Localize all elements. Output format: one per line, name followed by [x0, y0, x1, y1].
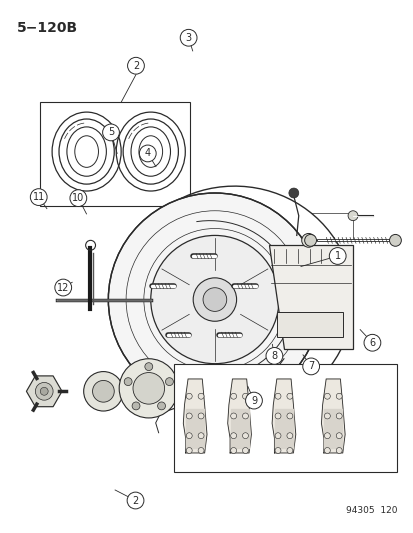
Text: 1: 1 [334, 251, 340, 261]
Circle shape [198, 448, 204, 454]
Circle shape [286, 433, 292, 439]
Circle shape [324, 413, 330, 419]
Circle shape [242, 433, 248, 439]
Circle shape [83, 372, 123, 411]
Circle shape [139, 145, 156, 162]
Circle shape [286, 448, 292, 454]
Polygon shape [274, 409, 292, 448]
Text: 7: 7 [307, 361, 313, 372]
Text: 8: 8 [271, 351, 277, 361]
Polygon shape [186, 409, 204, 448]
Polygon shape [320, 379, 344, 453]
Circle shape [180, 29, 197, 46]
Circle shape [324, 433, 330, 439]
Circle shape [245, 392, 262, 409]
Circle shape [242, 393, 248, 399]
Circle shape [186, 448, 192, 454]
Text: 11: 11 [33, 192, 45, 202]
Circle shape [145, 362, 152, 370]
Text: 2: 2 [133, 61, 139, 71]
Circle shape [347, 211, 357, 221]
Circle shape [302, 358, 319, 375]
Text: 6: 6 [368, 338, 375, 348]
Polygon shape [230, 409, 248, 448]
Circle shape [133, 373, 164, 404]
Bar [40, 102, 190, 206]
Circle shape [124, 378, 132, 385]
Circle shape [242, 448, 248, 454]
Polygon shape [227, 379, 251, 453]
Circle shape [119, 359, 178, 418]
Circle shape [55, 279, 71, 296]
Circle shape [324, 448, 330, 454]
Circle shape [274, 393, 280, 399]
Text: 12: 12 [57, 282, 69, 293]
Circle shape [198, 393, 204, 399]
Circle shape [335, 413, 341, 419]
Text: 94305  120: 94305 120 [345, 506, 396, 515]
Circle shape [127, 58, 144, 74]
Circle shape [157, 402, 165, 410]
Text: 5−120B: 5−120B [17, 21, 78, 35]
Circle shape [389, 235, 400, 246]
Text: 10: 10 [72, 193, 84, 203]
Circle shape [230, 448, 236, 454]
Circle shape [35, 382, 53, 400]
Polygon shape [26, 376, 62, 407]
Circle shape [186, 393, 192, 399]
Circle shape [30, 189, 47, 206]
Polygon shape [183, 379, 206, 453]
Circle shape [274, 413, 280, 419]
Text: 3: 3 [185, 33, 191, 43]
Circle shape [230, 413, 236, 419]
Polygon shape [268, 245, 352, 349]
Circle shape [304, 235, 316, 246]
Circle shape [301, 233, 315, 247]
Circle shape [304, 237, 311, 244]
Bar [276, 312, 342, 337]
Circle shape [328, 248, 345, 264]
Polygon shape [271, 379, 295, 453]
Circle shape [363, 334, 380, 351]
Circle shape [202, 288, 226, 311]
Bar [174, 364, 396, 472]
Circle shape [40, 387, 48, 395]
Circle shape [288, 188, 298, 198]
Circle shape [102, 124, 119, 141]
Circle shape [324, 393, 330, 399]
Circle shape [242, 413, 248, 419]
Circle shape [335, 393, 341, 399]
Circle shape [230, 393, 236, 399]
Circle shape [93, 381, 114, 402]
Circle shape [127, 492, 144, 509]
Circle shape [108, 193, 320, 406]
Circle shape [132, 402, 140, 410]
Text: 4: 4 [145, 149, 150, 158]
Circle shape [230, 433, 236, 439]
Circle shape [286, 393, 292, 399]
Circle shape [335, 448, 341, 454]
Polygon shape [323, 409, 342, 448]
Circle shape [274, 433, 280, 439]
Circle shape [198, 413, 204, 419]
Text: 5: 5 [108, 127, 114, 138]
Circle shape [70, 190, 86, 206]
Circle shape [198, 433, 204, 439]
Circle shape [186, 433, 192, 439]
Text: 2: 2 [132, 496, 138, 505]
Text: 9: 9 [250, 395, 256, 406]
Circle shape [286, 413, 292, 419]
Circle shape [193, 278, 236, 321]
Circle shape [150, 236, 278, 364]
Circle shape [186, 413, 192, 419]
Circle shape [335, 433, 341, 439]
Circle shape [266, 348, 282, 364]
Circle shape [274, 448, 280, 454]
Circle shape [165, 378, 173, 385]
